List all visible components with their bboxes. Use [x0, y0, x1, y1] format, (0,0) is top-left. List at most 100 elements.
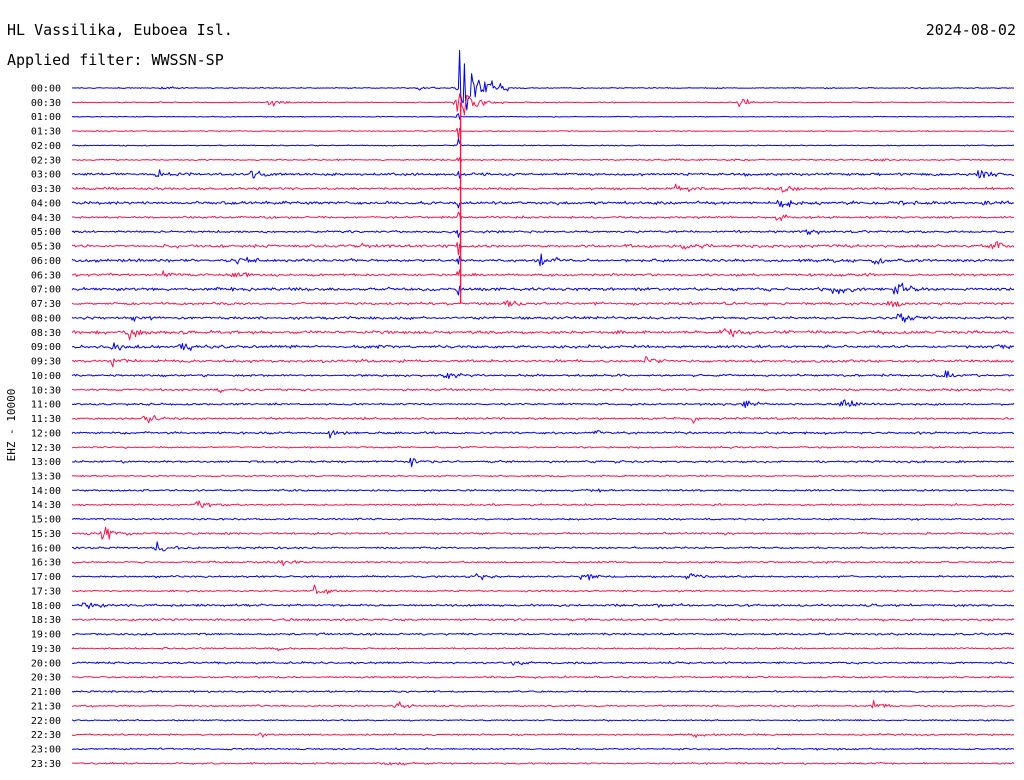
trace-row-0200 — [71, 138, 1015, 147]
row-label-0130: 01:30 — [31, 127, 61, 138]
row-label-1800: 18:00 — [31, 601, 61, 612]
row-label-0400: 04:00 — [31, 199, 61, 210]
row-label-1630: 16:30 — [31, 558, 61, 569]
row-label-0800: 08:00 — [31, 313, 61, 324]
row-label-2300: 23:00 — [31, 745, 61, 756]
trace-row-1130 — [71, 415, 1015, 424]
trace-row-0500 — [71, 229, 1015, 238]
trace-row-1000 — [71, 370, 1015, 379]
trace-row-0700 — [71, 282, 1015, 296]
row-label-1730: 17:30 — [31, 587, 61, 598]
row-label-1900: 19:00 — [31, 630, 61, 641]
row-label-1830: 18:30 — [31, 615, 61, 626]
trace-row-1400 — [72, 488, 1015, 493]
row-label-1030: 10:30 — [31, 385, 61, 396]
trace-row-2230 — [71, 732, 1015, 738]
row-label-1500: 15:00 — [31, 515, 61, 526]
trace-row-0000 — [71, 49, 1015, 111]
row-label-2100: 21:00 — [31, 687, 61, 698]
trace-row-1030 — [71, 387, 1015, 394]
row-label-1100: 11:00 — [31, 400, 61, 411]
trace-row-1430 — [71, 500, 1015, 508]
seismic-traces — [71, 49, 1015, 766]
trace-row-2000 — [71, 660, 1015, 666]
station-title: HL Vassilika, Euboea Isl. — [7, 21, 233, 39]
filter-label: Applied filter: WWSSN-SP — [7, 51, 224, 69]
row-label-1330: 13:30 — [31, 472, 61, 483]
row-label-0730: 07:30 — [31, 299, 61, 310]
trace-row-1200 — [71, 430, 1015, 439]
row-label-0000: 00:00 — [31, 84, 61, 95]
row-label-2130: 21:30 — [31, 701, 61, 712]
trace-row-1630 — [71, 559, 1015, 567]
trace-row-1900 — [71, 632, 1015, 636]
row-label-0930: 09:30 — [31, 357, 61, 368]
trace-row-0430 — [71, 211, 1015, 222]
row-label-0100: 01:00 — [31, 112, 61, 123]
trace-row-2300 — [71, 747, 1015, 751]
trace-row-2030 — [71, 675, 1015, 679]
row-label-0200: 02:00 — [31, 141, 61, 152]
trace-row-1800 — [71, 602, 1015, 610]
trace-row-0030 — [71, 93, 1015, 116]
row-label-1230: 12:30 — [31, 443, 61, 454]
row-label-0300: 03:00 — [31, 170, 61, 181]
row-label-0600: 06:00 — [31, 256, 61, 267]
trace-row-1730 — [71, 584, 1015, 595]
trace-row-0100 — [71, 113, 1015, 120]
row-label-0530: 05:30 — [31, 242, 61, 253]
row-label-1300: 13:00 — [31, 457, 61, 468]
trace-row-2130 — [71, 700, 1015, 709]
row-label-1600: 16:00 — [31, 543, 61, 554]
row-label-0330: 03:30 — [31, 184, 61, 195]
row-label-2330: 23:30 — [31, 759, 61, 770]
trace-row-1300 — [71, 457, 1015, 468]
trace-row-0630 — [71, 269, 1015, 278]
row-label-1400: 14:00 — [31, 486, 61, 497]
trace-row-1930 — [71, 647, 1015, 652]
trace-row-1100 — [71, 399, 1015, 409]
row-labels: 00:00 00:30 01:00 01:30 02:00 02:30 03:00 03:30… — [31, 84, 61, 770]
row-label-0900: 09:00 — [31, 342, 61, 353]
row-label-1000: 10:00 — [31, 371, 61, 382]
trace-row-0730 — [71, 300, 1015, 308]
row-label-1700: 17:00 — [31, 572, 61, 583]
row-label-2030: 20:30 — [31, 673, 61, 684]
row-label-0230: 02:30 — [31, 155, 61, 166]
trace-row-0900 — [71, 342, 1015, 351]
row-label-1200: 12:00 — [31, 428, 61, 439]
trace-row-0400 — [71, 200, 1015, 209]
row-label-0430: 04:30 — [31, 213, 61, 224]
row-label-1530: 15:30 — [31, 529, 61, 540]
trace-row-0230 — [71, 157, 1015, 163]
trace-row-1700 — [72, 573, 1015, 581]
row-label-0630: 06:30 — [31, 270, 61, 281]
row-label-1130: 11:30 — [31, 414, 61, 425]
trace-row-0800 — [71, 313, 1015, 323]
row-label-2000: 20:00 — [31, 658, 61, 669]
trace-row-1500 — [72, 517, 1015, 521]
trace-row-0600 — [71, 253, 1015, 267]
row-label-0700: 07:00 — [31, 285, 61, 296]
row-label-2230: 22:30 — [31, 730, 61, 741]
row-label-1430: 14:30 — [31, 500, 61, 511]
trace-row-1600 — [71, 541, 1015, 552]
row-label-0500: 05:00 — [31, 227, 61, 238]
row-label-0830: 08:30 — [31, 328, 61, 339]
trace-row-0300 — [71, 169, 1015, 179]
trace-row-1530 — [71, 526, 1014, 540]
row-label-1930: 19:30 — [31, 644, 61, 655]
row-label-2200: 22:00 — [31, 716, 61, 727]
date-label: 2024-08-02 — [925, 21, 1016, 39]
trace-row-1830 — [71, 617, 1015, 622]
trace-row-0530 — [71, 241, 1015, 256]
trace-row-2100 — [71, 689, 1014, 694]
trace-row-2200 — [71, 719, 1015, 722]
trace-row-0130 — [71, 127, 1015, 140]
row-label-0030: 00:30 — [31, 98, 61, 109]
trace-row-0330 — [71, 183, 1015, 193]
trace-row-0930 — [71, 356, 1015, 368]
trace-row-0830 — [71, 328, 1015, 341]
trace-row-1230 — [71, 445, 1015, 449]
